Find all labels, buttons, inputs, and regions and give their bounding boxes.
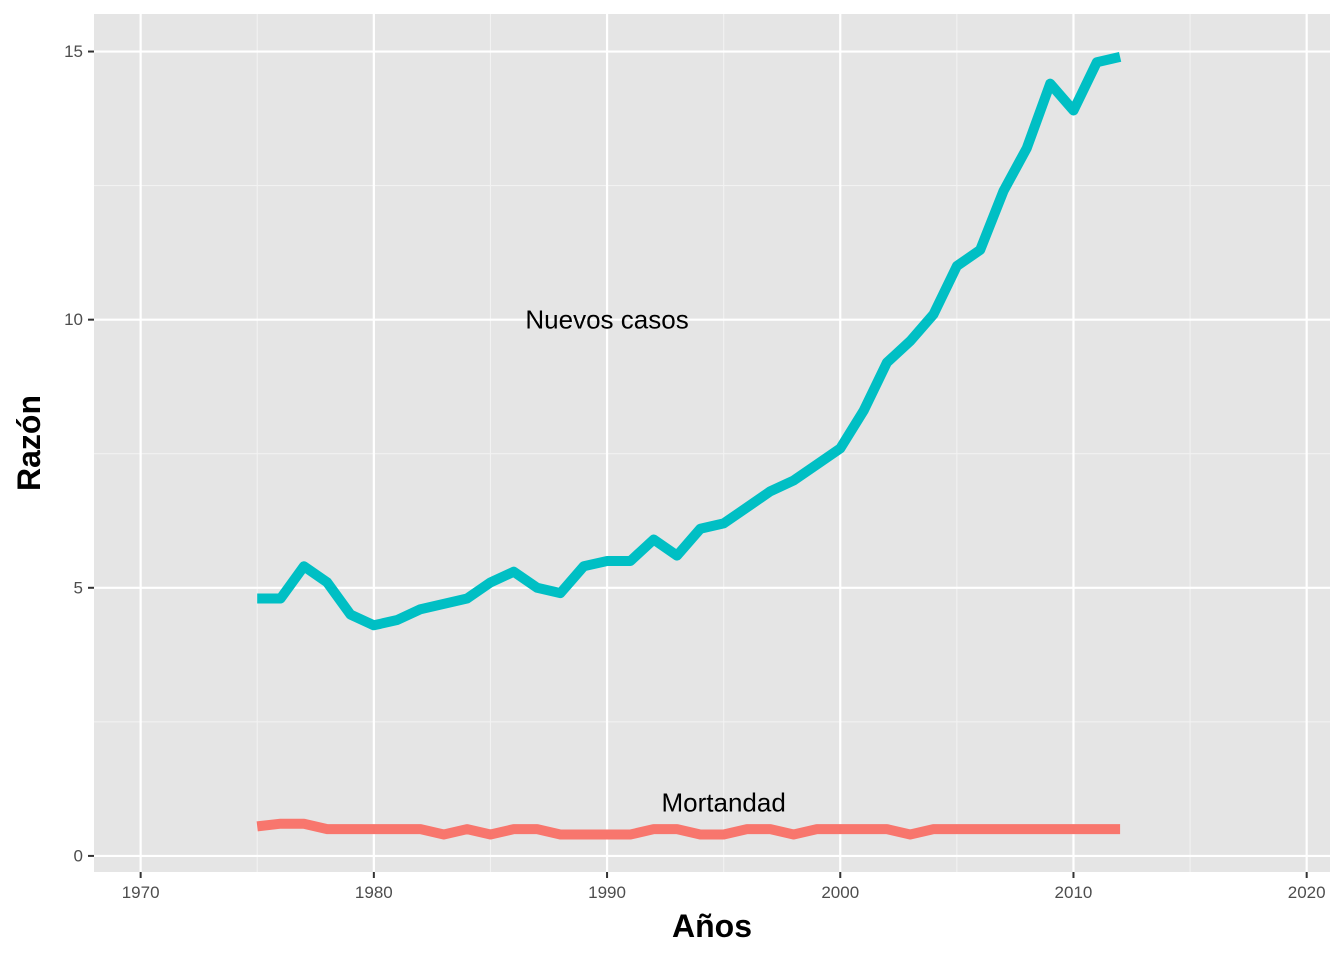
minor-gridlines bbox=[94, 14, 1330, 872]
y-tick-label: 0 bbox=[74, 846, 83, 865]
annotation-nuevos-casos: Nuevos casos bbox=[525, 305, 688, 335]
series-line-mortandad bbox=[256, 818, 1121, 840]
x-axis-title: Años bbox=[672, 908, 752, 944]
y-tick-label: 15 bbox=[64, 42, 83, 61]
y-axis: 0 5 10 15 bbox=[64, 42, 94, 865]
annotation-mortandad: Mortandad bbox=[662, 787, 786, 817]
plot-panel bbox=[94, 14, 1330, 872]
x-tick-label: 1980 bbox=[355, 883, 393, 902]
y-tick-label: 10 bbox=[64, 310, 83, 329]
x-tick-label: 2020 bbox=[1288, 883, 1326, 902]
x-axis: 1970 1980 1990 2000 2010 2020 bbox=[122, 872, 1326, 902]
y-axis-title: Razón bbox=[11, 395, 47, 491]
x-tick-label: 2010 bbox=[1055, 883, 1093, 902]
series-line-nuevos-casos bbox=[257, 52, 1122, 631]
x-tick-label: 1990 bbox=[588, 883, 626, 902]
y-tick-label: 5 bbox=[74, 578, 83, 597]
series-lines bbox=[256, 52, 1122, 840]
annotations: Nuevos casos Mortandad bbox=[525, 305, 785, 818]
major-gridlines bbox=[94, 14, 1330, 872]
x-tick-label: 1970 bbox=[122, 883, 160, 902]
x-tick-label: 2000 bbox=[821, 883, 859, 902]
